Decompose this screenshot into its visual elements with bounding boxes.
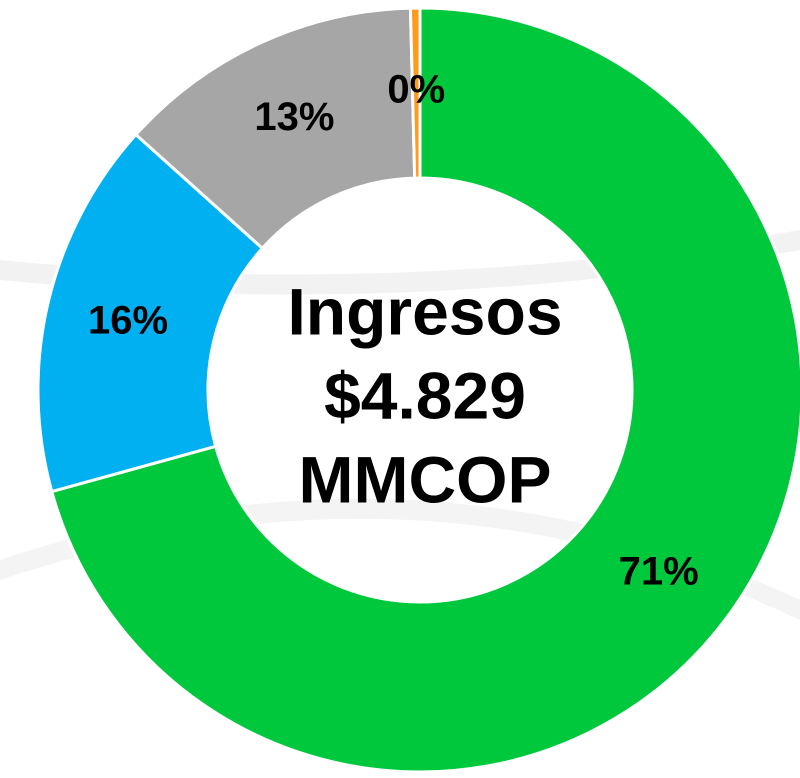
center-label: $4.829 [324,358,526,432]
slice [408,6,422,180]
slices [36,6,800,774]
slice [133,6,417,251]
value-label: 71% [619,549,699,593]
slice [49,6,800,774]
value-label: 0% [387,68,445,112]
slice [36,132,265,494]
value-label: 13% [254,95,334,139]
labels: 71% 16% 13% 0% Ingresos $4.829 MMCOP [88,68,699,594]
value-label: 16% [88,299,168,343]
center-label: MMCOP [299,442,552,516]
center-label: Ingresos [287,274,562,348]
